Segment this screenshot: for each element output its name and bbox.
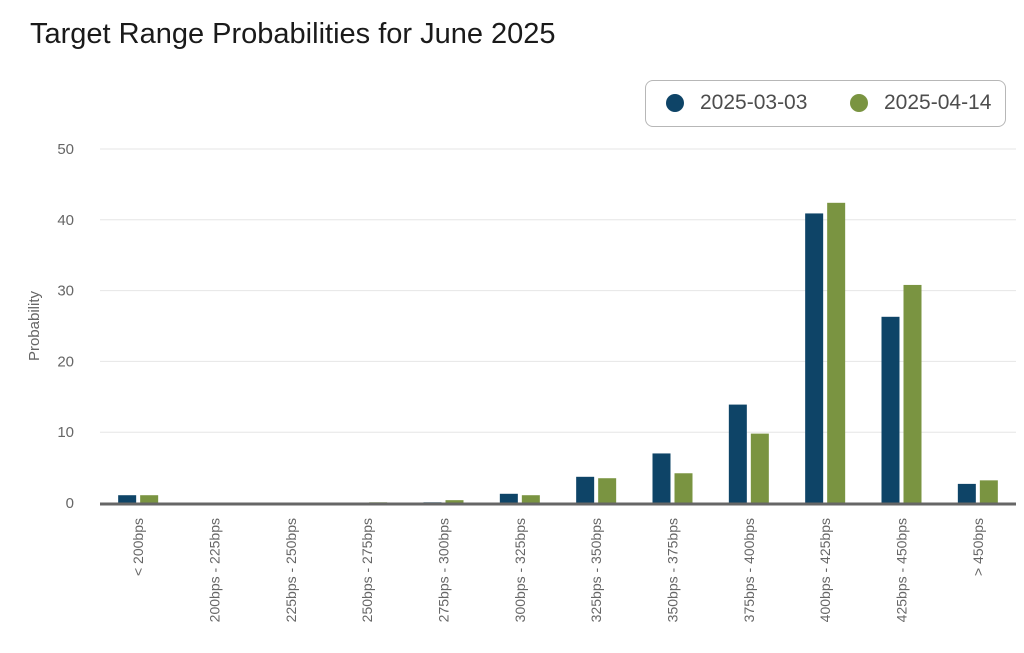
y-axis-ticks: 0 10 20 30 40 50 [57, 141, 74, 512]
x-axis-ticks: < 200bps 200bps - 225bps 225bps - 250bps 25… [130, 518, 986, 622]
x-tick-label: 225bps - 250bps [283, 518, 299, 622]
x-tick-label: 200bps - 225bps [207, 518, 223, 622]
x-tick-label: 250bps - 275bps [359, 518, 375, 622]
bar-series-2[interactable] [979, 480, 998, 503]
y-tick-label: 50 [57, 141, 74, 158]
bar-series-1[interactable] [118, 495, 137, 503]
x-tick-label: 400bps - 425bps [817, 518, 833, 622]
x-tick-label: 275bps - 300bps [436, 518, 452, 622]
legend-marker-series-1 [666, 94, 684, 112]
x-tick-label: < 200bps [130, 518, 146, 576]
bar-series-1[interactable] [576, 476, 595, 503]
bar-series-2[interactable] [598, 478, 617, 503]
bar-series-2[interactable] [827, 202, 846, 504]
legend-label-series-1: 2025-03-03 [700, 91, 808, 114]
y-axis-label: Probability [26, 290, 43, 361]
y-tick-label: 30 [57, 283, 74, 300]
y-tick-label: 40 [57, 212, 74, 229]
legend-label-series-2: 2025-04-14 [884, 91, 992, 114]
legend-item-series-1[interactable]: 2025-03-03 [666, 81, 807, 125]
x-tick-label: 350bps - 375bps [665, 518, 681, 622]
chart-legend: 2025-03-03 2025-04-14 [645, 80, 1006, 127]
x-tick-label: 375bps - 400bps [741, 518, 757, 622]
x-tick-label: 325bps - 350bps [588, 518, 604, 622]
gridlines [100, 148, 1016, 433]
bar-series-2[interactable] [140, 495, 159, 503]
bar-series-2[interactable] [445, 500, 464, 503]
bar-series-1[interactable] [652, 453, 671, 503]
bar-series-1[interactable] [805, 213, 824, 504]
x-tick-label: 425bps - 450bps [894, 518, 910, 622]
legend-marker-series-2 [850, 94, 868, 112]
bar-series-2[interactable] [750, 433, 769, 503]
y-tick-label: 10 [57, 424, 74, 441]
bar-series-1[interactable] [881, 316, 900, 503]
legend-item-series-2[interactable]: 2025-04-14 [850, 81, 991, 125]
bar-series-1[interactable] [499, 493, 518, 503]
y-tick-label: 0 [66, 495, 74, 512]
chart-title: Target Range Probabilities for June 2025 [30, 18, 556, 50]
bar-series-2[interactable] [903, 284, 922, 503]
bar-series-2[interactable] [521, 495, 540, 503]
bars [118, 202, 998, 504]
x-tick-label: 300bps - 325bps [512, 518, 528, 622]
bar-series-2[interactable] [674, 473, 693, 503]
bar-series-1[interactable] [957, 483, 976, 503]
bar-series-1[interactable] [728, 404, 747, 503]
x-tick-label: > 450bps [970, 518, 986, 576]
y-tick-label: 20 [57, 353, 74, 370]
